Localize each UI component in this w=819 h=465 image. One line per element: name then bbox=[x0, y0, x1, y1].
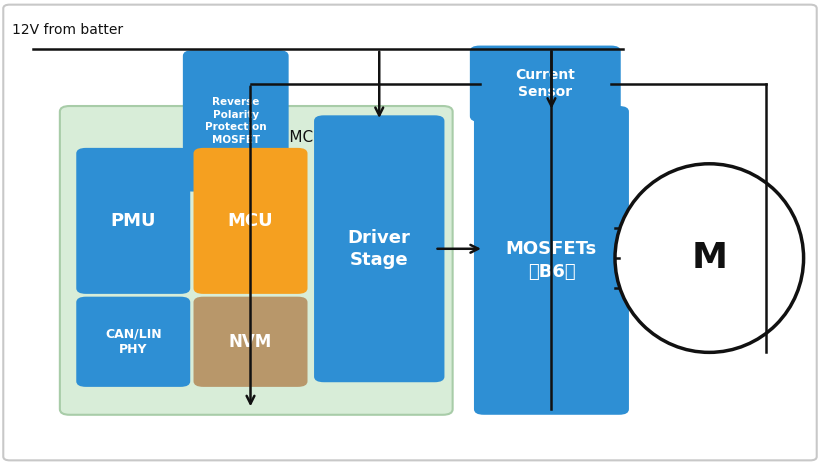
Text: Current
Sensor: Current Sensor bbox=[514, 68, 575, 100]
Text: M: M bbox=[690, 241, 726, 275]
Text: 12V from batter: 12V from batter bbox=[12, 23, 124, 37]
FancyBboxPatch shape bbox=[3, 5, 816, 460]
FancyBboxPatch shape bbox=[314, 115, 444, 382]
Text: Driver
Stage: Driver Stage bbox=[347, 229, 410, 269]
FancyBboxPatch shape bbox=[183, 50, 288, 192]
FancyBboxPatch shape bbox=[76, 148, 190, 294]
Text: CAN/LIN
PHY: CAN/LIN PHY bbox=[105, 327, 161, 356]
Text: Cortex-M0+  MCU: Cortex-M0+ MCU bbox=[188, 130, 324, 145]
Text: MOSFETs
（B6）: MOSFETs （B6） bbox=[505, 240, 596, 280]
FancyBboxPatch shape bbox=[469, 46, 620, 122]
FancyBboxPatch shape bbox=[193, 297, 307, 387]
FancyBboxPatch shape bbox=[76, 297, 190, 387]
Ellipse shape bbox=[614, 164, 803, 352]
Text: PMU: PMU bbox=[111, 212, 156, 230]
FancyBboxPatch shape bbox=[193, 148, 307, 294]
Text: NVM: NVM bbox=[229, 333, 272, 351]
FancyBboxPatch shape bbox=[473, 106, 628, 415]
Text: MCU: MCU bbox=[228, 212, 273, 230]
FancyBboxPatch shape bbox=[60, 106, 452, 415]
Text: Reverse
Polarity
Protection
MOSFET: Reverse Polarity Protection MOSFET bbox=[205, 97, 266, 145]
